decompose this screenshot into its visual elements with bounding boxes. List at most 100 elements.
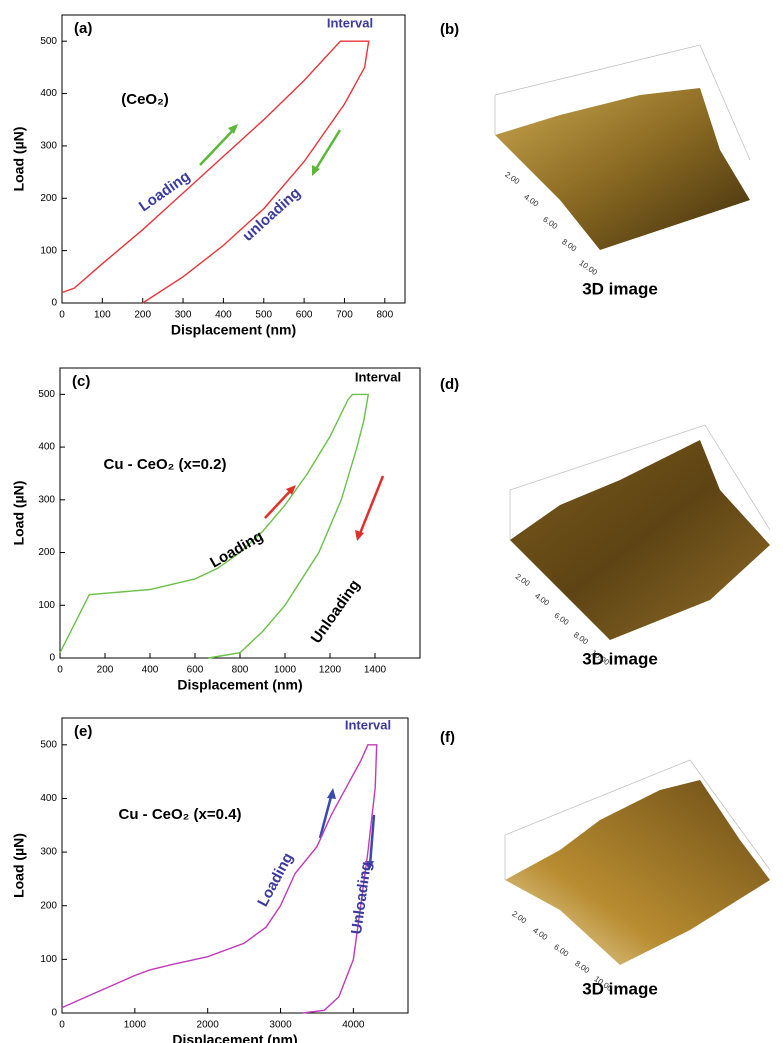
annotation: Unloading [308,577,364,647]
arrow-head [365,861,374,871]
annotation: Loading [254,850,296,909]
y-tick-label: 200 [40,193,57,204]
y-axis-title: Load (µN) [11,833,27,898]
panel-label: (f) [440,729,455,746]
y-tick-label: 300 [40,847,57,858]
y-tick-label: 200 [38,547,55,558]
arrow [312,129,342,173]
x-tick-label: 500 [255,310,272,321]
x-tick-label: 1200 [319,665,342,676]
x-tick-label: 0 [57,665,63,676]
x-tick-label: 300 [175,310,192,321]
y-axis-title: Load (µN) [11,127,27,192]
y-tick-label: 0 [51,298,57,309]
image-axis-label: 8.00 [560,237,578,254]
y-tick-label: 100 [40,245,57,256]
wireframe [509,424,771,540]
wireframe [494,44,751,161]
panel-label: (e) [74,723,92,740]
surface-f [504,759,771,965]
surface [510,440,770,640]
y-tick-label: 0 [49,653,55,664]
image-axis-label: 2.00 [514,572,532,589]
y-tick-label: 200 [40,900,57,911]
surface [505,780,770,965]
arrow-head [327,788,336,799]
y-tick-label: 500 [38,389,55,400]
image-axis-label: 4.00 [531,926,549,943]
x-tick-label: 2000 [197,1020,220,1031]
x-tick-label: 700 [336,310,353,321]
annotation: Cu - CeO₂ (x=0.4) [119,806,242,823]
y-tick-label: 500 [40,36,57,47]
image-axis-label: 6.00 [541,215,559,232]
arrow [357,475,385,537]
annotation: Interval [327,15,373,30]
data-line [61,744,378,1014]
x-tick-label: 1000 [274,665,297,676]
arrows [199,124,385,871]
plot-frame [61,717,409,1014]
annotation: Unloading [348,860,375,935]
image-axis-label: 4.00 [533,591,551,608]
x-axis-title: Displacement (nm) [172,1032,297,1043]
y-tick-label: 300 [40,141,57,152]
image-caption: 3D image [582,979,658,998]
y-tick-label: 0 [51,1008,57,1019]
image-caption: 3D image [582,279,658,298]
x-axis-title: Displacement (nm) [171,322,296,338]
x-tick-label: 200 [134,310,151,321]
y-tick-label: 100 [40,954,57,965]
x-tick-label: 800 [376,310,393,321]
annotation: Interval [355,369,401,384]
panel-label: (c) [72,373,90,390]
image-axis-label: 10.00 [577,258,599,277]
x-tick-label: 200 [97,665,114,676]
y-axis-title: Load (µN) [11,481,27,546]
x-tick-label: 4000 [342,1020,365,1031]
y-tick-label: 100 [38,600,55,611]
y-tick-label: 400 [40,88,57,99]
x-tick-label: 1400 [364,665,387,676]
x-tick-label: 0 [59,1020,65,1031]
x-axis-title: Displacement (nm) [177,677,302,693]
x-tick-label: 800 [232,665,249,676]
x-tick-label: 100 [94,310,111,321]
panel-label: (b) [440,21,459,38]
surface-d [509,424,771,640]
arrow [264,487,294,519]
annotation: Interval [345,717,391,732]
x-tick-label: 400 [142,665,159,676]
arrow-head [228,124,238,134]
data-line [61,40,370,304]
y-tick-label: 400 [40,793,57,804]
image-caption: 3D image [582,649,658,668]
wireframe [504,759,771,880]
x-tick-label: 1000 [124,1020,147,1031]
x-tick-label: 3000 [269,1020,292,1031]
image-axis-label: 6.00 [552,942,570,959]
image-axis-label: 2.00 [510,909,528,926]
arrow-head [286,485,296,495]
x-tick-label: 0 [59,310,65,321]
x-tick-label: 600 [296,310,313,321]
y-tick-label: 300 [38,494,55,505]
surface [495,88,750,250]
annotation: unloading [239,184,304,245]
image-axis-label: 8.00 [573,959,591,976]
image-axis-label: 4.00 [522,192,540,209]
y-tick-label: 400 [38,442,55,453]
panel-label: (d) [440,376,459,393]
arrow [318,792,334,839]
arrow-head [312,165,320,176]
arrow [199,126,237,166]
arrow-head [355,530,364,541]
annotation: Cu - CeO₂ (x=0.2) [104,456,227,473]
image-axis-label: 8.00 [572,630,590,647]
annotation: (CeO₂) [121,91,169,108]
image-axis-label: 6.00 [552,611,570,628]
data-line [59,393,370,659]
x-tick-label: 600 [187,665,204,676]
